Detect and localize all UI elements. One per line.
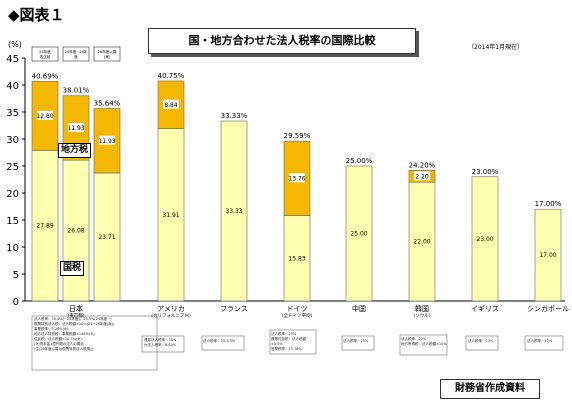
bar-japan-2-local-value-bg	[68, 122, 84, 132]
bar-japan-3-local-value-bg	[99, 135, 115, 145]
category-sublabel: (カリフォルニア州)	[151, 313, 191, 319]
note-box	[269, 329, 317, 355]
bar-0-national-value: 31.91	[162, 212, 179, 219]
bar-japan-1-local-value: 12.80	[36, 113, 53, 120]
bar-japan-1-caption-box	[31, 46, 59, 62]
note-korea: 法人税率：22% 地方所得税：法人税額×10%	[401, 337, 447, 346]
chart-title: 国・地方合わせた法人税率の国際比較	[148, 28, 416, 54]
category-sublabel: (全ドイツ平均)	[282, 312, 313, 319]
source-label: 財務省作成資料	[440, 379, 540, 399]
bar-japan-3-caption: 26年度以降	[98, 49, 117, 54]
bar-0-total-label: 40.75%	[158, 72, 185, 80]
bar-japan-3-caption-box	[93, 46, 121, 62]
bar-japan-1-total-label: 40.69%	[32, 72, 59, 80]
category-label: 韓国	[415, 304, 429, 313]
bar-japan-3-caption: (案)	[104, 54, 111, 59]
note-box	[141, 335, 185, 353]
note-box	[341, 335, 375, 351]
bar-japan-2-caption: 度	[74, 54, 78, 59]
y-axis-label: (%)	[8, 40, 22, 49]
date-note: （2014年1月現在）	[468, 44, 524, 51]
national-tax-label: 国税	[60, 261, 85, 276]
bar-1-national-value: 33.33	[225, 208, 242, 215]
bar-japan-3-local-value: 11.93	[98, 138, 115, 145]
bar-japan-2-total-label: 38.01%	[63, 87, 90, 95]
bar-4-local-value-bg	[414, 171, 430, 181]
bar-5-national-segment	[471, 176, 499, 302]
bar-3-total-label: 25.00%	[346, 157, 373, 165]
y-tick-label: 5	[13, 270, 19, 281]
y-tick-label: 20	[6, 189, 19, 200]
bar-japan-2-caption-box	[62, 46, 90, 62]
bar-2-national-value: 15.83	[288, 255, 305, 262]
bar-5-total-label: 23.00%	[472, 168, 499, 176]
bar-4-local-value: 2.20	[415, 173, 429, 180]
bar-japan-2-national-value: 26.08	[67, 228, 84, 235]
note-germany: 法人税率：15% 連帯付加税：法人税額×5.5% 営業税率：13.76%	[271, 332, 306, 351]
y-tick-label: 15	[6, 216, 19, 227]
bar-japan-2-local-value: 11.93	[67, 125, 84, 132]
note-singapore: 法人税率：17%	[527, 339, 553, 343]
bar-3-national-segment	[345, 165, 373, 302]
local-tax-label: 地方税	[58, 143, 92, 158]
y-tick-label: 40	[6, 81, 19, 92]
category-label: 日本	[69, 304, 83, 313]
category-label: アメリカ	[157, 305, 185, 313]
bar-japan-3-total-label: 35.64%	[94, 100, 121, 108]
category-sublabel: (東京都)	[67, 312, 84, 319]
bar-6-national-value: 17.00	[539, 252, 556, 259]
y-tick-label: 45	[6, 54, 19, 65]
y-tick-label: 0	[13, 297, 19, 308]
category-label: フランス	[220, 305, 248, 313]
bar-2-total-label: 29.59%	[284, 132, 311, 140]
bar-japan-1-caption: 24年度	[39, 49, 51, 54]
category-sublabel: (ソウル)	[413, 312, 430, 319]
y-tick-label: 35	[6, 108, 19, 119]
note-usa: 連邦法人税率：35% 州法人税率：8.84%	[144, 338, 177, 347]
note-box	[524, 335, 564, 351]
bar-4-total-label: 24.20%	[409, 161, 436, 169]
bar-japan-2-national-segment	[62, 159, 90, 302]
note-china: 法人税率：25%	[343, 339, 369, 343]
note-box	[399, 334, 448, 356]
bar-6-total-label: 17.00%	[535, 200, 562, 208]
bar-japan-3-national-segment	[93, 172, 121, 302]
category-label: ドイツ	[287, 305, 308, 313]
bar-2-local-value-bg	[289, 173, 305, 183]
bar-4-national-value: 22.00	[413, 239, 430, 246]
y-tick-label: 10	[6, 243, 19, 254]
category-label: イギリス	[471, 305, 499, 313]
bar-0-local-value-bg	[163, 99, 179, 109]
bar-4-national-segment	[408, 181, 436, 302]
bar-1-total-label: 33.33%	[221, 112, 248, 120]
note-uk: 法人税率：23%	[468, 339, 494, 343]
bar-0-local-value: 8.84	[164, 102, 178, 109]
page-header: ◆図表１	[8, 6, 65, 24]
bar-5-national-value: 23.00	[476, 236, 493, 243]
bar-2-local-value: 13.76	[288, 175, 305, 182]
note-box	[465, 335, 499, 351]
note-japan: 法人税率：30.0%(~24年度)，25.5%(24年度~) 復興特別法人税：法…	[34, 317, 115, 351]
bar-japan-1-caption: 改正前	[40, 54, 51, 59]
bar-0-national-segment	[157, 128, 185, 302]
bar-japan-1-national-segment	[31, 150, 59, 302]
note-box	[31, 315, 158, 371]
bar-6-national-segment	[534, 208, 562, 302]
bar-2-national-segment	[283, 215, 311, 302]
category-label: シンガポール	[527, 304, 569, 313]
y-tick-label: 25	[6, 162, 19, 173]
note-france: 法人税率：33 1/3%	[203, 339, 236, 343]
bar-japan-1-local-value-bg	[37, 110, 53, 120]
bar-japan-1-national-value: 27.89	[36, 223, 53, 230]
bar-japan-3-national-value: 23.71	[98, 234, 115, 241]
bar-3-national-value: 25.00	[350, 231, 367, 238]
bar-1-national-segment	[220, 120, 248, 302]
bar-japan-2-caption: 24年度~26年	[65, 49, 88, 54]
y-tick-label: 30	[6, 135, 19, 146]
note-box	[201, 335, 245, 351]
category-label: 中国	[352, 304, 366, 313]
